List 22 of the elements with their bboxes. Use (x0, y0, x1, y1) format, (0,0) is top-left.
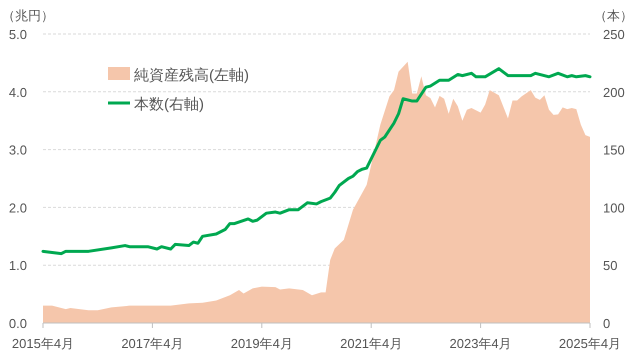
xtick: 2015年4月 (12, 336, 74, 351)
y2tick: 0 (603, 316, 610, 331)
y2tick: 100 (603, 200, 625, 216)
xtick: 2025年4月 (558, 336, 622, 351)
y2tick: 150 (603, 142, 625, 158)
ytick: 2.0 (8, 200, 27, 216)
y2tick: 200 (603, 84, 625, 100)
y2tick: 50 (603, 258, 618, 274)
ytick: 4.0 (8, 84, 27, 100)
ytick: 0.0 (8, 316, 27, 331)
legend-label: 純資産残高(左軸) (134, 67, 249, 84)
xtick: 2023年4月 (450, 336, 512, 351)
y2tick: 250 (603, 27, 625, 42)
legend-label: 本数(右軸) (134, 96, 204, 113)
ytick: 5.0 (8, 27, 27, 42)
ylabel: （兆円） (2, 8, 54, 23)
ytick: 1.0 (8, 258, 27, 274)
y2label: （本） (594, 8, 633, 23)
xtick: 2017年4月 (121, 336, 184, 351)
xtick: 2019年4月 (230, 336, 293, 351)
xtick: 2021年4月 (340, 336, 402, 351)
ytick: 3.0 (8, 142, 27, 158)
